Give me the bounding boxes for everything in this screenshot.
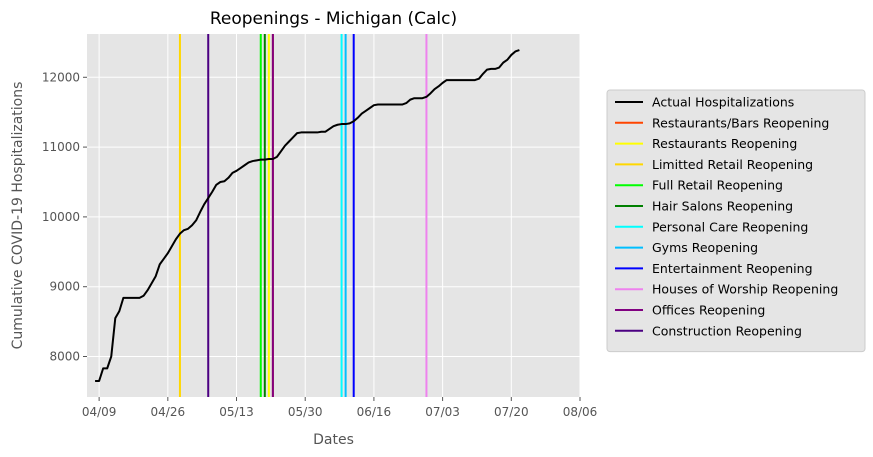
y-tick-label: 11000 — [42, 140, 80, 154]
x-tick-label: 05/30 — [288, 405, 323, 419]
y-tick-label: 12000 — [42, 70, 80, 84]
x-tick-label: 07/03 — [425, 405, 460, 419]
chart-title: Reopenings - Michigan (Calc) — [210, 9, 457, 29]
y-tick-label: 10000 — [42, 210, 80, 224]
legend-label: Hair Salons Reopening — [652, 199, 793, 214]
x-tick-label: 08/06 — [563, 405, 598, 419]
legend-label: Actual Hospitalizations — [652, 95, 794, 110]
reopening-lines — [178, 34, 428, 397]
grid — [87, 34, 581, 397]
y-axis-label: Cumulative COVID-19 Hospitalizations — [10, 82, 26, 350]
legend-label: Entertainment Reopening — [652, 261, 813, 276]
legend-label: Restaurants Reopening — [652, 136, 797, 151]
legend-label: Personal Care Reopening — [652, 219, 808, 234]
x-tick-label: 04/09 — [82, 405, 117, 419]
x-tick-label: 06/16 — [357, 405, 392, 419]
x-tick-label: 04/26 — [151, 405, 186, 419]
x-tick-label: 07/20 — [494, 405, 529, 419]
legend-label: Restaurants/Bars Reopening — [652, 115, 829, 130]
x-axis-label: Dates — [313, 432, 354, 448]
y-tick-label: 8000 — [49, 350, 80, 364]
y-tick-label: 9000 — [49, 280, 80, 294]
legend-label: Offices Reopening — [652, 303, 765, 318]
legend-label: Houses of Worship Reopening — [652, 282, 838, 297]
series-line — [95, 49, 520, 382]
x-axis-ticks: 04/09 04/26 05/13 05/30 06/16 07/03 07/20 08/06 — [82, 397, 597, 419]
plot-area — [87, 34, 580, 397]
x-tick-label: 05/13 — [219, 405, 254, 419]
series-lines — [95, 49, 520, 382]
legend-label: Construction Reopening — [652, 323, 802, 338]
legend-label: Limitted Retail Reopening — [652, 157, 813, 172]
legend-label: Full Retail Reopening — [652, 178, 783, 193]
legend-label: Gyms Reopening — [652, 240, 758, 255]
y-axis-ticks: 8000 9000 10000 11000 12000 — [42, 70, 87, 364]
legend-box — [606, 89, 866, 353]
legend: Actual Hospitalizations Restaurants/Bars … — [606, 89, 866, 353]
